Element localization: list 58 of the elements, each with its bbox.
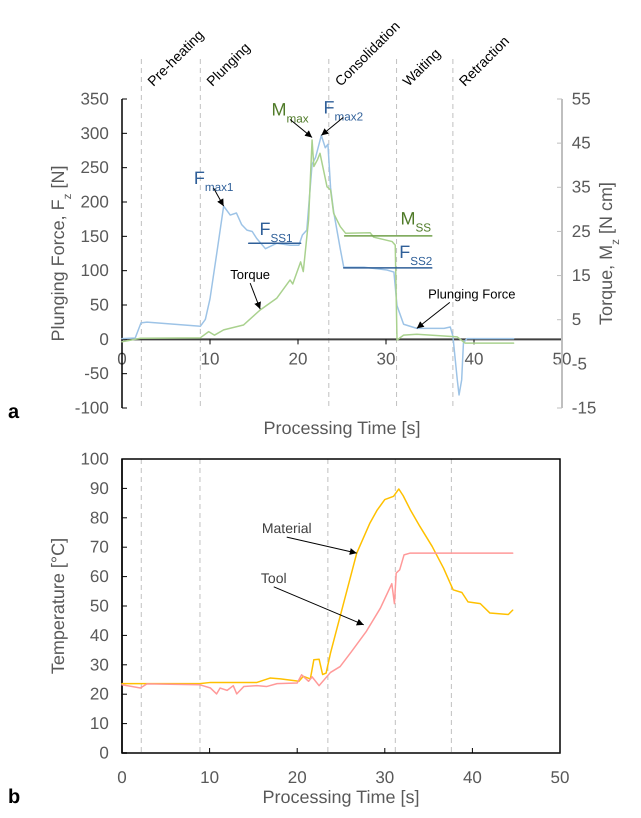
y-tick-label: 60 [90,567,109,586]
y-tick-label: 10 [90,714,109,734]
x-tick-label: 30 [375,768,394,788]
y-tick-label: 350 [80,89,109,108]
y-tick-label: 30 [90,655,109,674]
x-axis-title: Processing Time [s] [262,787,420,807]
annotation: F$_{max2}$ [324,97,364,123]
annotation: Material [262,520,312,536]
y-tick-label: 70 [90,538,109,557]
y-tick-label: 50 [90,596,109,616]
y-tick-label: 0 [99,743,109,762]
y-tick-label: 300 [80,124,109,143]
line-series [121,139,514,344]
y-tick-label: -100 [74,398,109,418]
y-tick-label: 200 [80,192,109,212]
line-series [121,488,514,684]
annotation: Torque [230,267,270,282]
y2-tick-label: -15 [572,398,596,418]
y2-tick-label: 45 [572,134,591,153]
y-tick-label: -50 [84,364,109,384]
y2-tick-label: 15 [572,266,591,286]
y-tick-label: 80 [90,508,109,528]
annotation: M$_{SS}$ [400,208,432,234]
text: a [8,401,20,423]
annotation: M$_{max}$ [272,99,309,125]
y-tick-label: 250 [80,158,109,178]
x-tick-label: 40 [462,768,482,788]
x-axis-title: Processing Time [s] [263,418,421,438]
y-tick-label: 0 [99,330,109,349]
x-tick-label: 20 [288,768,307,788]
y2-tick-label: -5 [572,354,587,374]
annotation: F$_{max1}$ [194,168,234,194]
y2-tick-label: 5 [572,310,582,330]
line-series [121,552,514,695]
annotation: Tool [260,570,287,586]
x-tick-label: 40 [464,349,484,368]
x-tick-label: 50 [552,349,572,368]
x-tick-label: 50 [550,768,570,788]
text: b [8,786,20,808]
y-tick-label: 50 [90,295,109,314]
x-tick-label: 0 [117,768,127,788]
y-tick-label: 100 [80,261,109,280]
x-tick-label: 30 [376,349,396,368]
x-tick-label: 20 [288,349,308,368]
y-tick-label: 40 [90,626,109,645]
y2-tick-label: 25 [572,222,591,241]
y2-tick-label: 55 [572,89,591,108]
y-tick-label: 90 [90,478,109,498]
y2-tick-label: 35 [572,178,591,197]
y-tick-label: 20 [90,684,109,704]
y-tick-label: 100 [80,449,109,468]
annotation: F$_{SS2}$ [399,242,432,268]
x-tick-label: 10 [200,349,220,368]
y-axis-title: Temperature [°C] [48,538,68,674]
annotation: Plunging Force [428,286,516,302]
annotation: F$_{SS1}$ [259,219,293,245]
x-tick-label: 10 [200,768,220,788]
y-tick-label: 150 [80,226,109,246]
